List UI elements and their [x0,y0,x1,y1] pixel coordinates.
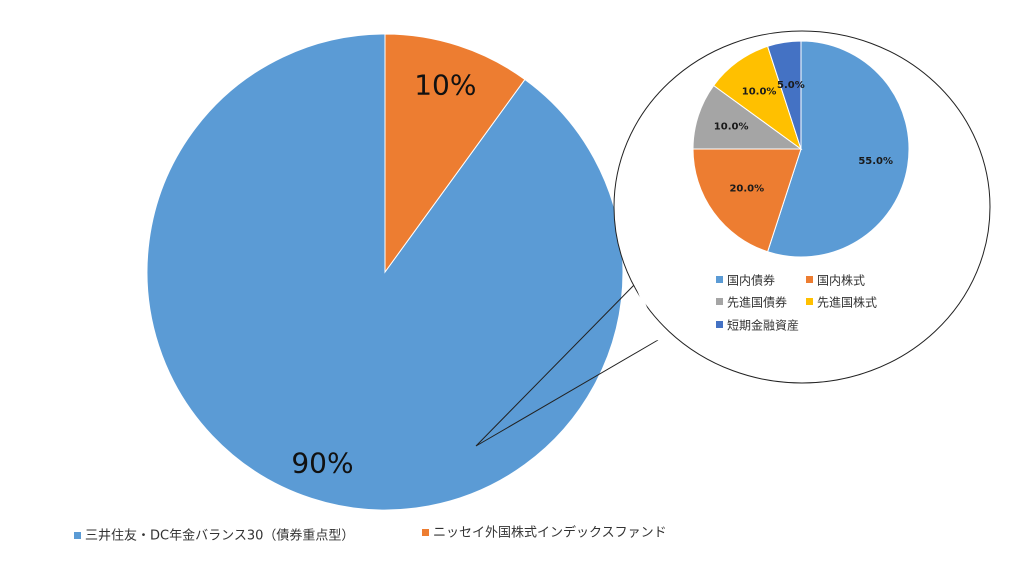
sub-legend-label: 国内株式 [817,273,865,288]
main-pie: 90% 10% [146,33,624,511]
sub-legend-label: 先進国債券 [727,295,787,310]
main-pie-slice [384,33,526,274]
sub-pie-data-label: 20.0% [729,183,764,194]
sub-pie-data-label: 10.0% [742,86,777,97]
main-legend-label: 三井住友・DC年金バランス30（債券重点型） [85,528,354,544]
main-legend-swatch [422,529,429,536]
main-legend: 三井住友・DC年金バランス30（債券重点型） ニッセイ外国株式インデックスファンド [74,525,667,544]
sub-pie-slice [766,40,802,150]
sub-pie-data-label: 10.0% [714,121,749,132]
sub-legend-swatch [716,298,723,305]
sub-legend-swatch [716,321,723,328]
callout-pointer [475,282,659,447]
sub-legend-swatch [806,298,813,305]
sub-legend-label: 短期金融資産 [727,318,799,333]
main-pie-data-label: 90% [291,446,353,479]
sub-legend-label: 先進国株式 [817,295,877,310]
sub-legend-swatch [716,276,723,283]
callout-gap [634,282,660,341]
sub-pie-slice [766,40,910,258]
sub-legend-label: 国内債券 [727,273,775,288]
main-pie-data-label: 10% [414,68,476,101]
main-legend-swatch [74,532,81,539]
sub-pie-data-label: 5.0% [777,80,805,91]
main-legend-label: ニッセイ外国株式インデックスファンド [433,525,667,541]
sub-pie-data-label: 55.0% [858,156,893,167]
sub-pie-slice [692,148,802,253]
sub-legend-swatch [806,276,813,283]
sub-pie: 55.0%20.0%10.0%10.0%5.0% [692,40,910,258]
